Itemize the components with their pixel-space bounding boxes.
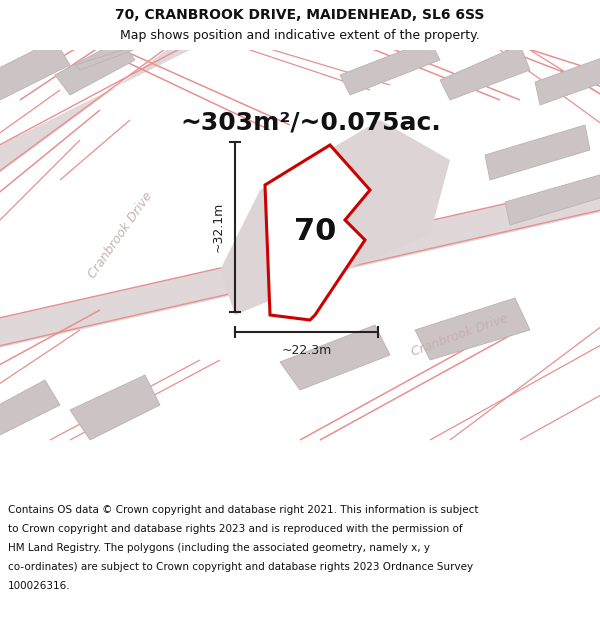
- Text: ~22.3m: ~22.3m: [281, 344, 332, 356]
- Polygon shape: [265, 145, 370, 320]
- Polygon shape: [0, 40, 70, 100]
- Polygon shape: [415, 298, 530, 360]
- Polygon shape: [0, 40, 210, 180]
- Text: Cranbrook Drive: Cranbrook Drive: [410, 311, 510, 359]
- Text: to Crown copyright and database rights 2023 and is reproduced with the permissio: to Crown copyright and database rights 2…: [8, 524, 463, 534]
- Polygon shape: [55, 40, 135, 95]
- Text: HM Land Registry. The polygons (including the associated geometry, namely x, y: HM Land Registry. The polygons (includin…: [8, 543, 430, 553]
- Text: Contains OS data © Crown copyright and database right 2021. This information is : Contains OS data © Crown copyright and d…: [8, 505, 479, 515]
- Polygon shape: [535, 55, 600, 105]
- Polygon shape: [75, 40, 160, 70]
- Polygon shape: [70, 375, 160, 440]
- Text: Cranbrook Drive: Cranbrook Drive: [85, 189, 155, 281]
- Text: ~32.1m: ~32.1m: [212, 202, 225, 252]
- Text: ~303m²/~0.075ac.: ~303m²/~0.075ac.: [180, 110, 441, 134]
- Text: Map shows position and indicative extent of the property.: Map shows position and indicative extent…: [120, 29, 480, 42]
- Polygon shape: [440, 45, 530, 100]
- Text: co-ordinates) are subject to Crown copyright and database rights 2023 Ordnance S: co-ordinates) are subject to Crown copyr…: [8, 562, 473, 572]
- Text: 70: 70: [294, 217, 336, 246]
- Text: 100026316.: 100026316.: [8, 581, 71, 591]
- Polygon shape: [485, 125, 590, 180]
- Polygon shape: [280, 325, 390, 390]
- Polygon shape: [505, 172, 600, 225]
- Polygon shape: [0, 380, 60, 440]
- Polygon shape: [220, 120, 450, 315]
- Text: 70, CRANBROOK DRIVE, MAIDENHEAD, SL6 6SS: 70, CRANBROOK DRIVE, MAIDENHEAD, SL6 6SS: [115, 8, 485, 22]
- Polygon shape: [340, 40, 440, 95]
- Polygon shape: [0, 180, 600, 350]
